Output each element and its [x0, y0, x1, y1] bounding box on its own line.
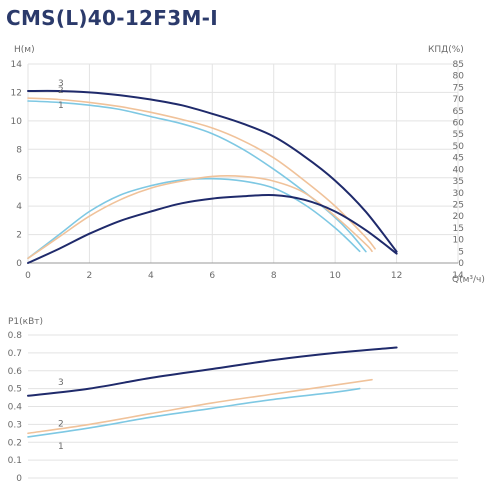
efficiency-tick-label: 10 — [453, 236, 465, 246]
flow-tick-label: 4 — [148, 271, 154, 281]
head-tick-label: 12 — [11, 88, 22, 98]
efficiency-tick-label: 20 — [453, 212, 465, 222]
power-curve-3 — [27, 346, 398, 397]
efficiency-tick-label: 0 — [458, 259, 464, 269]
head-tick-label: 6 — [16, 174, 22, 184]
power-tick-label: 0.7 — [8, 349, 22, 359]
efficiency-tick-label: 40 — [453, 165, 465, 175]
flow-tick-label: 6 — [209, 271, 215, 281]
power-tick-label: 0.4 — [8, 403, 23, 413]
efficiency-tick-label: 25 — [453, 200, 464, 210]
flow-tick-label: 8 — [271, 271, 277, 281]
head-curve-1 — [27, 100, 367, 253]
power-tick-label: 0.2 — [8, 438, 22, 448]
head-tick-label: 0 — [16, 259, 22, 269]
power-curve-label-2: 2 — [58, 419, 64, 429]
head-tick-label: 8 — [16, 145, 22, 155]
power-chart: 0 0.1 0.2 0.3 0.4 0.5 0.6 0.7 0.8 1 2 3 P1(кВт) — [8, 317, 458, 484]
flow-tick-label: 12 — [391, 271, 402, 281]
efficiency-curve-1 — [27, 177, 361, 260]
head-curve-2 — [27, 97, 376, 250]
efficiency-curve-3 — [27, 193, 398, 264]
power-curve-2 — [27, 378, 373, 435]
power-tick-label: 0 — [16, 474, 22, 484]
power-tick-label: 0.8 — [8, 331, 23, 341]
efficiency-tick-label: 15 — [453, 224, 464, 234]
flow-axis-label: Q(м³/ч) — [452, 275, 485, 285]
efficiency-curve-2 — [27, 175, 373, 260]
power-tick-label: 0.3 — [8, 420, 22, 430]
head-curve-3 — [27, 89, 398, 253]
power-chart-series — [27, 346, 398, 438]
power-curve-label-1: 1 — [58, 442, 64, 452]
efficiency-tick-label: 70 — [453, 95, 465, 105]
flow-tick-label: 2 — [87, 271, 93, 281]
power-chart-grid: 0 0.1 0.2 0.3 0.4 0.5 0.6 0.7 0.8 — [8, 331, 458, 484]
power-tick-label: 0.1 — [8, 456, 22, 466]
efficiency-tick-label: 55 — [453, 130, 464, 140]
power-curve-1 — [27, 387, 361, 438]
efficiency-tick-label: 45 — [453, 154, 464, 164]
efficiency-tick-label: 35 — [453, 177, 464, 187]
head-tick-label: 14 — [11, 60, 23, 70]
efficiency-tick-label: 30 — [453, 189, 465, 199]
efficiency-tick-label: 85 — [453, 60, 464, 70]
head-curve-label-1: 1 — [58, 101, 64, 111]
head-chart-labels: 1 23 — [58, 79, 64, 111]
head-axis-label: H(м) — [14, 45, 35, 55]
head-curve-label-2: 2 — [58, 86, 64, 96]
efficiency-tick-label: 60 — [453, 119, 465, 129]
flow-tick-label: 10 — [329, 271, 341, 281]
efficiency-tick-label: 80 — [453, 72, 465, 82]
head-curve-label-3: 3 — [58, 79, 64, 89]
head-chart-series — [27, 89, 398, 264]
power-tick-label: 0.5 — [8, 385, 22, 395]
efficiency-axis-label: КПД(%) — [428, 45, 464, 55]
head-tick-label: 10 — [11, 117, 23, 127]
efficiency-tick-label: 75 — [453, 83, 464, 93]
page-title: CMS(L)40-12F3M-I — [6, 6, 218, 30]
efficiency-tick-label: 50 — [453, 142, 465, 152]
flow-tick-label: 0 — [25, 271, 31, 281]
efficiency-tick-label: 5 — [458, 247, 464, 257]
efficiency-tick-label: 65 — [453, 107, 464, 117]
flow-tick-label: 14 — [452, 271, 464, 281]
power-tick-label: 0.6 — [8, 367, 23, 377]
head-tick-label: 4 — [16, 202, 22, 212]
power-chart-labels: 1 2 3 — [58, 378, 64, 452]
head-tick-label: 2 — [16, 231, 22, 241]
power-axis-label: P1(кВт) — [8, 317, 43, 327]
power-curve-label-3: 3 — [58, 378, 64, 388]
